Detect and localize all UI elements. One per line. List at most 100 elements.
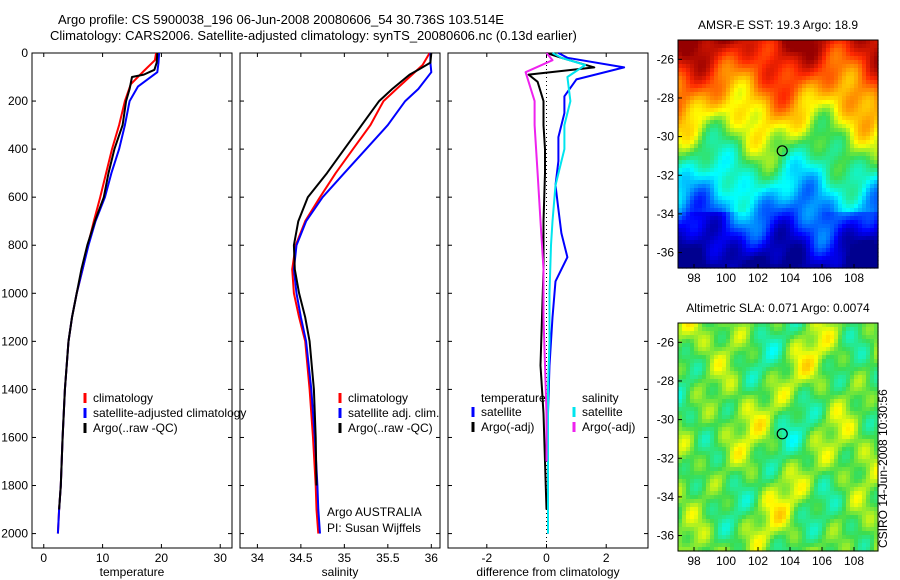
heatmap-cell	[826, 220, 831, 225]
heatmap-cell	[874, 331, 879, 336]
heatmap-cell	[790, 220, 795, 225]
heatmap-cell	[686, 439, 691, 444]
heatmap-cell	[830, 323, 835, 328]
heatmap-cell	[758, 64, 763, 69]
heatmap-cell	[870, 68, 875, 73]
heatmap-cell	[794, 52, 799, 57]
heatmap-cell	[738, 216, 743, 221]
heatmap-cell	[722, 475, 727, 480]
heatmap-cell	[762, 363, 767, 368]
heatmap-cell	[778, 240, 783, 245]
heatmap-cell	[866, 256, 871, 261]
heatmap-cell	[806, 363, 811, 368]
heatmap-cell	[778, 407, 783, 412]
heatmap-cell	[678, 124, 683, 129]
heatmap-cell	[858, 463, 863, 468]
heatmap-cell	[710, 128, 715, 133]
heatmap-cell	[746, 252, 751, 257]
heatmap-cell	[770, 68, 775, 73]
heatmap-cell	[758, 395, 763, 400]
heatmap-cell	[722, 423, 727, 428]
heatmap-cell	[678, 331, 683, 336]
heatmap-cell	[698, 327, 703, 332]
heatmap-cell	[770, 176, 775, 181]
heatmap-cell	[754, 423, 759, 428]
heatmap-cell	[830, 220, 835, 225]
heatmap-cell	[690, 435, 695, 440]
heatmap-cell	[682, 327, 687, 332]
heatmap-cell	[818, 236, 823, 241]
heatmap-cell	[746, 264, 751, 269]
heatmap-cell	[690, 220, 695, 225]
heatmap-cell	[746, 347, 751, 352]
heatmap-cell	[822, 379, 827, 384]
heatmap-cell	[806, 192, 811, 197]
heatmap-cell	[774, 128, 779, 133]
heatmap-cell	[814, 363, 819, 368]
heatmap-cell	[818, 64, 823, 69]
heatmap-cell	[702, 128, 707, 133]
heatmap-cell	[810, 224, 815, 229]
heatmap-cell	[762, 188, 767, 193]
heatmap-cell	[702, 323, 707, 328]
heatmap-cell	[742, 44, 747, 49]
heatmap-cell	[870, 339, 875, 344]
heatmap-cell	[690, 391, 695, 396]
heatmap-cell	[806, 164, 811, 169]
heatmap-cell	[822, 212, 827, 217]
heatmap-cell	[854, 220, 859, 225]
heatmap-cell	[762, 220, 767, 225]
heatmap-cell	[702, 48, 707, 53]
heatmap-cell	[678, 248, 683, 253]
heatmap-cell	[814, 96, 819, 101]
heatmap-cell	[714, 399, 719, 404]
legend-label: Argo(..raw -QC)	[348, 421, 433, 435]
heatmap-cell	[790, 391, 795, 396]
heatmap-cell	[790, 371, 795, 376]
heatmap-cell	[834, 351, 839, 356]
heatmap-cell	[802, 443, 807, 448]
heatmap-cell	[754, 439, 759, 444]
heatmap-cell	[834, 40, 839, 45]
heatmap-cell	[866, 447, 871, 452]
heatmap-cell	[826, 40, 831, 45]
heatmap-cell	[690, 184, 695, 189]
heatmap-cell	[770, 140, 775, 145]
heatmap-cell	[718, 443, 723, 448]
heatmap-cell	[730, 92, 735, 97]
heatmap-cell	[806, 44, 811, 49]
heatmap-cell	[710, 387, 715, 392]
heatmap-cell	[778, 76, 783, 81]
heatmap-cell	[842, 355, 847, 360]
heatmap-cell	[678, 176, 683, 181]
heatmap-cell	[690, 176, 695, 181]
heatmap-cell	[866, 387, 871, 392]
heatmap-cell	[714, 327, 719, 332]
heatmap-cell	[774, 415, 779, 420]
heatmap-cell	[698, 144, 703, 149]
heatmap-cell	[846, 80, 851, 85]
heatmap-cell	[678, 459, 683, 464]
heatmap-cell	[866, 399, 871, 404]
heatmap-cell	[778, 120, 783, 125]
heatmap-cell	[742, 88, 747, 93]
heatmap-cell	[718, 148, 723, 153]
heatmap-cell	[874, 467, 879, 472]
heatmap-cell	[842, 168, 847, 173]
heatmap-cell	[794, 192, 799, 197]
heatmap-cell	[810, 423, 815, 428]
heatmap-cell	[842, 164, 847, 169]
heatmap-cell	[742, 355, 747, 360]
heatmap-cell	[686, 136, 691, 141]
heatmap-cell	[870, 156, 875, 161]
heatmap-cell	[822, 168, 827, 173]
heatmap-cell	[750, 164, 755, 169]
heatmap-cell	[798, 172, 803, 177]
heatmap-cell	[738, 323, 743, 328]
heatmap-cell	[782, 60, 787, 65]
heatmap-cell	[690, 471, 695, 476]
heatmap-cell	[874, 260, 879, 265]
heatmap-cell	[750, 40, 755, 45]
heatmap-cell	[754, 132, 759, 137]
heatmap-cell	[774, 240, 779, 245]
